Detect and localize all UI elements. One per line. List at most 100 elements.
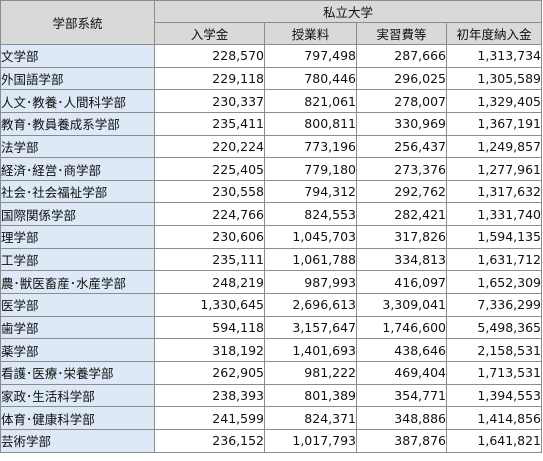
- enrollment-fee-cell: 225,405: [154, 157, 265, 181]
- header-tuition: 授業料: [264, 22, 357, 45]
- first-year-total-cell: 1,631,712: [445, 247, 543, 272]
- table-row: 外国語学部 229,118 780,446 296,025 1,305,589: [0, 66, 543, 91]
- tuition-cell: 1,045,703: [264, 225, 357, 249]
- practical-fee-cell: 354,771: [356, 383, 447, 408]
- enrollment-fee-cell: 228,570: [154, 44, 265, 68]
- table-row: 国際関係学部 224,766 824,553 282,421 1,331,740: [0, 202, 543, 227]
- department-name-cell: 歯学部: [0, 315, 155, 340]
- enrollment-fee-cell: 230,606: [154, 225, 265, 249]
- practical-fee-cell: 278,007: [356, 89, 447, 113]
- department-name-cell: 外国語学部: [0, 66, 155, 91]
- tuition-cell: 2,696,613: [264, 293, 357, 317]
- tuition-cell: 824,371: [264, 406, 357, 430]
- first-year-total-cell: 1,313,734: [445, 44, 543, 68]
- header-first-year-total: 初年度納入金: [445, 22, 543, 45]
- tuition-cell: 800,811: [264, 111, 357, 136]
- first-year-total-cell: 1,331,740: [445, 202, 543, 227]
- practical-fee-cell: 296,025: [356, 66, 447, 91]
- practical-fee-cell: 334,813: [356, 247, 447, 272]
- first-year-total-cell: 1,414,856: [445, 406, 543, 430]
- department-name-cell: 人文･教養･人間科学部: [0, 89, 155, 113]
- enrollment-fee-cell: 318,192: [154, 338, 265, 362]
- department-name-cell: 文学部: [0, 44, 155, 68]
- table-row: 薬学部 318,192 1,401,693 438,646 2,158,531: [0, 338, 543, 362]
- practical-fee-cell: 317,826: [356, 225, 447, 249]
- practical-fee-cell: 469,404: [356, 360, 447, 385]
- enrollment-fee-cell: 594,118: [154, 315, 265, 340]
- department-name-cell: 工学部: [0, 247, 155, 272]
- department-name-cell: 理学部: [0, 225, 155, 249]
- tuition-cell: 797,498: [264, 44, 357, 68]
- practical-fee-cell: 256,437: [356, 134, 447, 159]
- department-name-cell: 薬学部: [0, 338, 155, 362]
- table-row: 法学部 220,224 773,196 256,437 1,249,857: [0, 134, 543, 159]
- tuition-cell: 1,401,693: [264, 338, 357, 362]
- first-year-total-cell: 1,329,405: [445, 89, 543, 113]
- header-category: 学部系統: [0, 0, 155, 45]
- first-year-total-cell: 1,394,553: [445, 383, 543, 408]
- table-row: 芸術学部 236,152 1,017,793 387,876 1,641,821: [0, 428, 543, 453]
- tuition-cell: 987,993: [264, 270, 357, 295]
- first-year-total-cell: 7,336,299: [445, 293, 543, 317]
- enrollment-fee-cell: 235,111: [154, 247, 265, 272]
- practical-fee-cell: 282,421: [356, 202, 447, 227]
- department-name-cell: 経済･経営･商学部: [0, 157, 155, 181]
- table-row: 工学部 235,111 1,061,788 334,813 1,631,712: [0, 247, 543, 272]
- department-name-cell: 国際関係学部: [0, 202, 155, 227]
- enrollment-fee-cell: 224,766: [154, 202, 265, 227]
- enrollment-fee-cell: 235,411: [154, 111, 265, 136]
- header-row-columns: 入学金 授業料 実習費等 初年度納入金: [1, 22, 543, 45]
- first-year-total-cell: 1,367,191: [445, 111, 543, 136]
- practical-fee-cell: 287,666: [356, 44, 447, 68]
- enrollment-fee-cell: 230,558: [154, 179, 265, 204]
- tuition-cell: 1,017,793: [264, 428, 357, 453]
- first-year-total-cell: 1,277,961: [445, 157, 543, 181]
- practical-fee-cell: 387,876: [356, 428, 447, 453]
- practical-fee-cell: 1,746,600: [356, 315, 447, 340]
- department-name-cell: 家政･生活科学部: [0, 383, 155, 408]
- tuition-cell: 773,196: [264, 134, 357, 159]
- tuition-cell: 1,061,788: [264, 247, 357, 272]
- enrollment-fee-cell: 238,393: [154, 383, 265, 408]
- table-row: 医学部 1,330,645 2,696,613 3,309,041 7,336,299: [0, 293, 543, 317]
- tuition-cell: 801,389: [264, 383, 357, 408]
- header-group: 私立大学: [153, 0, 543, 23]
- first-year-total-cell: 1,652,309: [445, 270, 543, 295]
- enrollment-fee-cell: 248,219: [154, 270, 265, 295]
- table-row: 人文･教養･人間科学部 230,337 821,061 278,007 1,329,40…: [0, 89, 543, 113]
- table-row: 社会･社会福祉学部 230,558 794,312 292,762 1,317,632: [0, 179, 543, 204]
- enrollment-fee-cell: 229,118: [154, 66, 265, 91]
- tuition-cell: 3,157,647: [264, 315, 357, 340]
- header-enrollment-fee: 入学金: [154, 22, 265, 45]
- practical-fee-cell: 348,886: [356, 406, 447, 430]
- enrollment-fee-cell: 220,224: [154, 134, 265, 159]
- practical-fee-cell: 330,969: [356, 111, 447, 136]
- table-row: 看護･医療･栄養学部 262,905 981,222 469,404 1,713,531: [0, 360, 543, 385]
- practical-fee-cell: 3,309,041: [356, 293, 447, 317]
- table-row: 体育･健康科学部 241,599 824,371 348,886 1,414,856: [0, 406, 543, 430]
- practical-fee-cell: 273,376: [356, 157, 447, 181]
- first-year-total-cell: 1,594,135: [445, 225, 543, 249]
- first-year-total-cell: 1,713,531: [445, 360, 543, 385]
- enrollment-fee-cell: 262,905: [154, 360, 265, 385]
- enrollment-fee-cell: 230,337: [154, 89, 265, 113]
- first-year-total-cell: 1,641,821: [445, 428, 543, 453]
- table-row: 歯学部 594,118 3,157,647 1,746,600 5,498,365: [0, 315, 543, 340]
- practical-fee-cell: 438,646: [356, 338, 447, 362]
- department-name-cell: 法学部: [0, 134, 155, 159]
- table-row: 農･獣医畜産･水産学部 248,219 987,993 416,097 1,652,30…: [0, 270, 543, 295]
- department-name-cell: 農･獣医畜産･水産学部: [0, 270, 155, 295]
- department-name-cell: 社会･社会福祉学部: [0, 179, 155, 204]
- practical-fee-cell: 416,097: [356, 270, 447, 295]
- table-row: 経済･経営･商学部 225,405 779,180 273,376 1,277,961: [0, 157, 543, 181]
- tuition-cell: 780,446: [264, 66, 357, 91]
- first-year-total-cell: 1,305,589: [445, 66, 543, 91]
- department-name-cell: 看護･医療･栄養学部: [0, 360, 155, 385]
- enrollment-fee-cell: 1,330,645: [154, 293, 265, 317]
- first-year-total-cell: 2,158,531: [445, 338, 543, 362]
- tuition-cell: 794,312: [264, 179, 357, 204]
- table-row: 文学部 228,570 797,498 287,666 1,313,734: [0, 44, 543, 68]
- table-body: 文学部 228,570 797,498 287,666 1,313,734 外国語学部 22…: [0, 44, 543, 453]
- first-year-total-cell: 1,249,857: [445, 134, 543, 159]
